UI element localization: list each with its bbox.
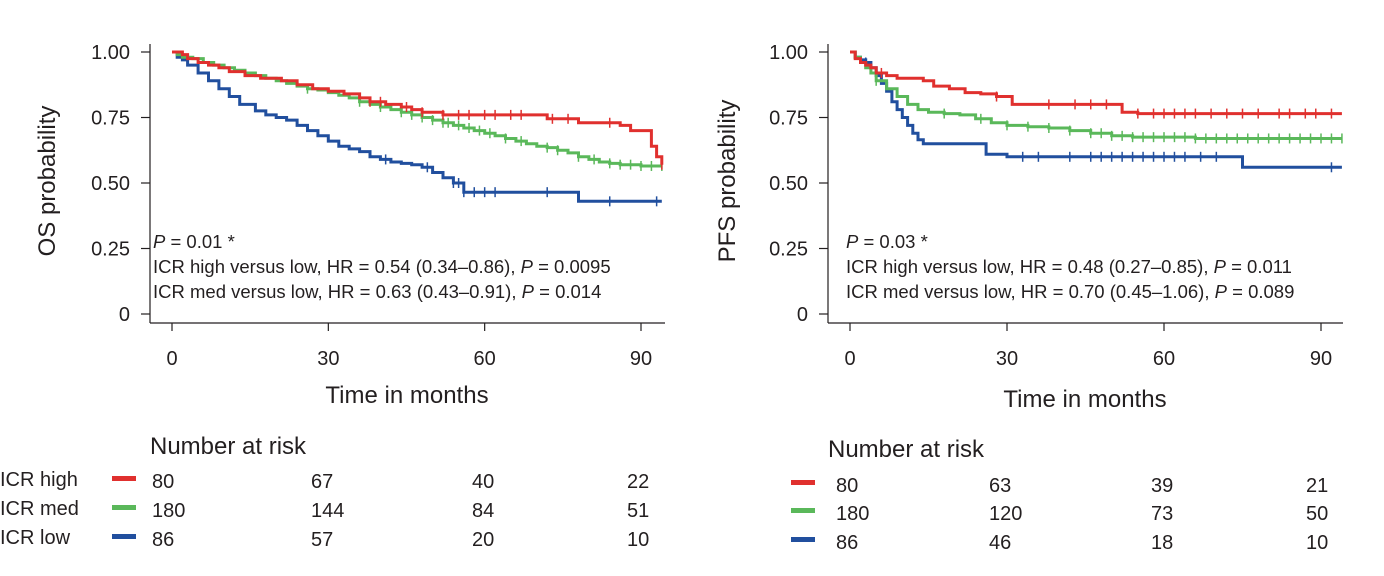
y-tick-label: 0.25 [91,239,130,261]
y-tick-label: 1.00 [91,42,130,64]
risk-row-swatch [112,505,136,510]
hr-post: = 0.0095 [533,256,611,277]
risk-row-swatch [791,480,815,485]
risk-value: 10 [1306,532,1328,554]
y-tick-label: 0.50 [91,173,130,195]
risk-value: 84 [472,500,494,522]
risk-value: 67 [311,471,333,493]
y-axis-label: OS probability [34,106,61,257]
risk-value: 180 [836,503,869,525]
risk-table-title: Number at risk [828,436,985,463]
risk-value: 63 [989,475,1011,497]
hr-p: P [1215,281,1228,302]
y-tick-label: 0 [119,304,130,326]
hr-post: = 0.014 [534,281,601,302]
risk-table: Number at risk ICR high 80 67 40 22 ICR med 180… [0,433,649,551]
y-tick-label: 0.75 [769,108,808,130]
risk-table: Number at risk 80 63 39 21 180 120 73 50 86 46 18 10 [791,436,1328,554]
km-panel-pfs: 0 0.25 0.50 0.75 1.00 0 30 60 90 PFS probability T… [714,42,1343,554]
risk-value: 86 [836,532,858,554]
risk-value: 51 [627,500,649,522]
x-tick-label: 60 [474,348,496,370]
risk-value: 50 [1306,503,1328,525]
hr-post: = 0.011 [1226,256,1292,277]
y-tick-label: 0 [797,304,808,326]
km-curve-icr-med [850,50,1342,140]
x-tick-label: 90 [1310,348,1332,370]
risk-row-label: ICR high [0,469,78,491]
risk-value: 20 [472,529,494,551]
risk-table-title: Number at risk [150,433,307,460]
p-value-text: = 0.01 * [165,231,234,252]
p-symbol: P [153,231,166,252]
km-panel-os: 0 0.25 0.50 0.75 1.00 0 30 60 90 OS probability Ti… [0,42,665,551]
hr-pre: ICR high versus low, HR = 0.48 (0.27–0.8… [846,256,1214,277]
y-tick-label: 0.50 [769,173,808,195]
risk-row-label: ICR med [0,498,79,520]
x-tick-label: 60 [1153,348,1175,370]
x-tick-label: 30 [317,348,339,370]
km-curve-icr-high [172,50,664,165]
hr-p: P [522,281,535,302]
hr-pre: ICR med versus low, HR = 0.70 (0.45–1.06… [846,281,1215,302]
risk-value: 80 [152,471,174,493]
x-tick-label: 90 [630,348,652,370]
risk-value: 40 [472,471,494,493]
x-axis-label: Time in months [1003,386,1166,413]
risk-value: 120 [989,503,1022,525]
risk-value: 18 [1151,532,1173,554]
y-tick-label: 0.25 [769,239,808,261]
p-value-overall: P = 0.01 * [153,231,235,252]
hr-p: P [1214,256,1227,277]
hr-post: = 0.089 [1227,281,1294,302]
y-axis-label: PFS probability [714,100,741,263]
hr-pre: ICR high versus low, HR = 0.54 (0.34–0.8… [153,256,521,277]
km-curve-icr-low [850,50,1342,169]
y-tick-label: 0.75 [91,108,130,130]
x-axis-label: Time in months [325,382,488,409]
risk-value: 22 [627,471,649,493]
risk-value: 144 [311,500,344,522]
risk-row-swatch [112,476,136,481]
risk-value: 46 [989,532,1011,554]
risk-value: 39 [1151,475,1173,497]
x-tick-label: 0 [844,348,855,370]
km-curve-icr-low [172,50,662,203]
y-tick-label: 1.00 [769,42,808,64]
risk-row-swatch [791,537,815,542]
risk-value: 80 [836,475,858,497]
hr-p: P [521,256,534,277]
p-value-overall: P = 0.03 * [846,231,928,252]
risk-value: 86 [152,529,174,551]
hr-comparison-line: ICR high versus low, HR = 0.48 (0.27–0.8… [846,256,1292,277]
risk-row-swatch [112,534,136,539]
x-tick-label: 30 [996,348,1018,370]
hr-pre: ICR med versus low, HR = 0.63 (0.43–0.91… [153,281,522,302]
risk-value: 21 [1306,475,1328,497]
risk-value: 73 [1151,503,1173,525]
risk-value: 57 [311,529,333,551]
risk-value: 10 [627,529,649,551]
p-symbol: P [846,231,859,252]
hr-comparison-line: ICR high versus low, HR = 0.54 (0.34–0.8… [153,256,611,277]
hr-comparison-line: ICR med versus low, HR = 0.63 (0.43–0.91… [153,281,601,302]
risk-value: 180 [152,500,185,522]
risk-row-swatch [791,508,815,513]
hr-comparison-line: ICR med versus low, HR = 0.70 (0.45–1.06… [846,281,1294,302]
p-value-text: = 0.03 * [858,231,927,252]
km-curve-icr-high [850,50,1342,116]
x-tick-label: 0 [166,348,177,370]
risk-row-label: ICR low [0,527,71,549]
